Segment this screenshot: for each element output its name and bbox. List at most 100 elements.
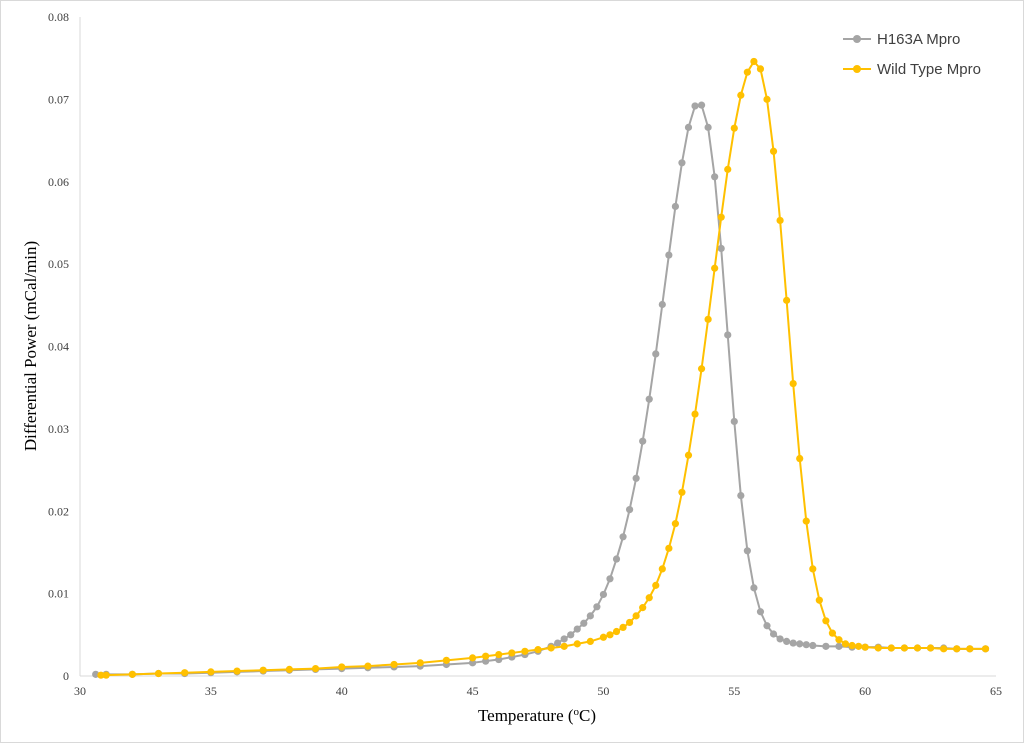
legend: H163A Mpro Wild Type Mpro bbox=[843, 31, 981, 78]
data-point-wild-type bbox=[468, 654, 477, 662]
data-point-wild-type bbox=[599, 633, 608, 641]
data-point-h163a bbox=[626, 506, 634, 514]
series-line-wild-type bbox=[100, 60, 986, 677]
data-point-h163a bbox=[658, 300, 666, 309]
data-point-wild-type bbox=[154, 669, 163, 678]
legend-label-h163a: H163A Mpro bbox=[877, 31, 960, 48]
data-point-h163a bbox=[560, 635, 568, 643]
legend-item-h163a[interactable]: H163A Mpro bbox=[843, 31, 960, 48]
data-point-wild-type bbox=[730, 124, 738, 132]
data-point-wild-type bbox=[684, 451, 693, 459]
data-point-wild-type bbox=[534, 646, 542, 654]
data-point-wild-type bbox=[704, 315, 712, 323]
data-point-wild-type bbox=[981, 645, 990, 653]
data-point-wild-type bbox=[841, 640, 850, 648]
data-point-wild-type bbox=[769, 147, 778, 155]
data-point-h163a bbox=[711, 173, 719, 181]
data-point-h163a bbox=[835, 642, 843, 650]
series-h163a bbox=[92, 101, 990, 678]
data-point-wild-type bbox=[874, 644, 882, 652]
data-point-h163a bbox=[796, 640, 804, 648]
data-point-wild-type bbox=[913, 644, 922, 652]
data-point-wild-type bbox=[482, 652, 490, 660]
data-point-h163a bbox=[730, 417, 738, 426]
legend-item-wild-type[interactable]: Wild Type Mpro bbox=[843, 61, 981, 78]
data-point-h163a bbox=[606, 575, 614, 583]
x-tick-label: 45 bbox=[467, 684, 479, 698]
data-point-wild-type bbox=[626, 618, 634, 627]
data-point-h163a bbox=[671, 202, 680, 211]
data-point-h163a bbox=[743, 547, 751, 555]
x-tick-label: 55 bbox=[728, 684, 740, 698]
data-point-wild-type bbox=[508, 649, 516, 657]
data-point-h163a bbox=[776, 635, 784, 643]
data-point-wild-type bbox=[789, 379, 797, 388]
data-point-wild-type bbox=[835, 636, 843, 644]
data-point-wild-type bbox=[102, 671, 110, 679]
data-point-h163a bbox=[802, 641, 810, 649]
data-point-h163a bbox=[724, 331, 732, 339]
data-point-h163a bbox=[573, 625, 581, 633]
data-point-h163a bbox=[756, 608, 765, 616]
data-point-h163a bbox=[645, 395, 653, 403]
data-point-wild-type bbox=[586, 637, 594, 646]
data-point-h163a bbox=[599, 590, 608, 599]
data-point-wild-type bbox=[390, 660, 398, 669]
data-point-wild-type bbox=[285, 665, 293, 674]
y-tick-label: 0.02 bbox=[48, 504, 69, 518]
y-tick-label: 0.04 bbox=[48, 340, 69, 354]
y-tick-label: 0.05 bbox=[48, 257, 69, 271]
legend-marker-wild-type bbox=[853, 65, 861, 73]
data-point-wild-type bbox=[953, 645, 961, 653]
data-point-wild-type bbox=[233, 667, 241, 675]
data-point-wild-type bbox=[416, 659, 424, 667]
x-tick-label: 50 bbox=[597, 684, 609, 698]
data-point-h163a bbox=[580, 619, 588, 627]
data-point-h163a bbox=[684, 123, 693, 131]
data-point-wild-type bbox=[311, 664, 320, 673]
data-point-wild-type bbox=[645, 594, 653, 602]
data-point-wild-type bbox=[966, 645, 974, 653]
data-point-h163a bbox=[822, 642, 830, 650]
y-tick-label: 0.01 bbox=[48, 587, 69, 601]
data-point-wild-type bbox=[756, 65, 765, 73]
data-point-wild-type bbox=[802, 517, 810, 525]
data-point-wild-type bbox=[665, 544, 673, 552]
data-point-h163a bbox=[737, 492, 745, 500]
data-point-wild-type bbox=[750, 57, 758, 66]
data-point-wild-type bbox=[495, 650, 503, 659]
data-point-h163a bbox=[717, 244, 725, 253]
x-axis-title-superscript: o bbox=[574, 706, 580, 718]
data-point-h163a bbox=[763, 622, 771, 630]
x-tick-labels: 30 35 40 45 50 55 60 65 bbox=[74, 684, 1002, 698]
data-point-wild-type bbox=[900, 644, 909, 652]
y-axis-title: Differential Power (mCal/min) bbox=[21, 241, 40, 451]
data-point-h163a bbox=[750, 584, 758, 592]
data-point-h163a bbox=[639, 437, 647, 445]
data-point-wild-type bbox=[671, 520, 680, 528]
x-tick-label: 65 bbox=[990, 684, 1002, 698]
data-point-wild-type bbox=[828, 629, 837, 637]
data-point-wild-type bbox=[128, 670, 136, 678]
data-point-wild-type bbox=[612, 627, 621, 636]
data-point-wild-type bbox=[658, 565, 666, 573]
x-tick-label: 30 bbox=[74, 684, 86, 698]
data-point-h163a bbox=[586, 612, 594, 620]
data-point-wild-type bbox=[887, 644, 895, 652]
data-point-wild-type bbox=[606, 631, 614, 639]
data-point-wild-type bbox=[809, 565, 817, 573]
data-point-wild-type bbox=[724, 165, 732, 173]
x-tick-label: 35 bbox=[205, 684, 217, 698]
data-point-wild-type bbox=[822, 617, 830, 625]
data-point-h163a bbox=[554, 639, 562, 647]
y-tick-label: 0.08 bbox=[48, 10, 69, 24]
data-point-wild-type bbox=[861, 643, 869, 651]
y-tick-label: 0.03 bbox=[48, 422, 69, 436]
data-point-wild-type bbox=[763, 95, 771, 103]
data-point-h163a bbox=[612, 555, 621, 563]
data-point-wild-type bbox=[338, 663, 346, 671]
y-tick-label: 0 bbox=[63, 669, 69, 683]
data-point-h163a bbox=[482, 657, 490, 665]
data-point-h163a bbox=[632, 474, 640, 482]
